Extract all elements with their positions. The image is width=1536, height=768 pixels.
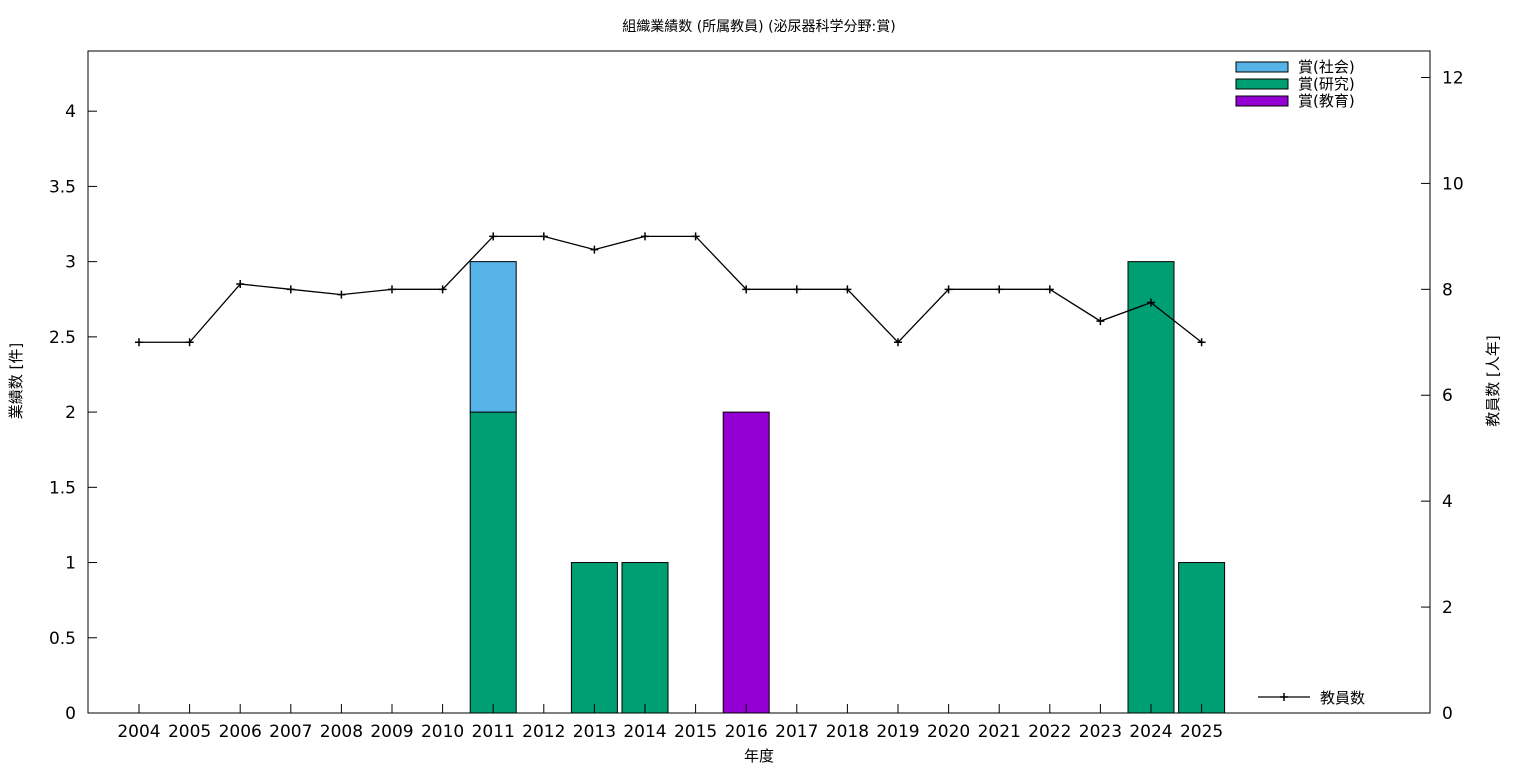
bar-2016-series-2	[722, 411, 770, 714]
line-point-2019	[894, 338, 902, 347]
line-point-2013	[590, 245, 599, 254]
x-tick-label-2014: 2014	[623, 722, 666, 742]
x-tick-label-2017: 2017	[775, 722, 818, 742]
x-tick-label-2013: 2013	[573, 722, 616, 742]
bar-2025-series-0	[1178, 562, 1226, 714]
line-point-2010	[438, 285, 447, 294]
plot-frame	[87, 50, 1431, 714]
line-teachers	[139, 235, 1203, 344]
y2-tick-label-4: 4	[1442, 492, 1453, 512]
y-tick-label-3.5: 3.5	[49, 177, 76, 197]
line-point-2005	[185, 338, 194, 347]
y2-tick-label-10: 10	[1442, 174, 1464, 194]
x-tick-label-2021: 2021	[978, 722, 1021, 742]
y2-tick-label-6: 6	[1442, 386, 1453, 406]
x-tick-label-2011: 2011	[472, 722, 515, 742]
line-point-2014	[641, 232, 649, 241]
legend-line-marker	[1280, 693, 1288, 701]
y-tick-label-3: 3	[65, 253, 76, 273]
line-point-2017	[792, 285, 801, 294]
line-point-2020	[944, 285, 953, 294]
chart-title: 組織業績数 (所属教員) (泌尿器科学分野:賞)	[622, 19, 895, 35]
y2-tick-label-12: 12	[1442, 68, 1464, 88]
y-tick-label-4: 4	[65, 102, 76, 122]
line-point-2021	[995, 285, 1004, 294]
x-tick-label-2009: 2009	[370, 722, 413, 742]
x-tick-label-2024: 2024	[1129, 722, 1172, 742]
y-tick-label-1: 1	[65, 554, 76, 574]
x-tick-label-2023: 2023	[1079, 722, 1122, 742]
x-tick-label-2006: 2006	[219, 722, 262, 742]
x-tick-label-2007: 2007	[269, 722, 312, 742]
line-point-2006	[236, 280, 245, 289]
legend: 賞(社会)賞(研究)賞(教育) 教員数	[1235, 58, 1365, 707]
y-tick-label-0: 0	[65, 704, 76, 724]
legend-swatch-1	[1235, 78, 1289, 90]
bar-2024-series-0	[1127, 261, 1175, 714]
x-tick-label-2020: 2020	[927, 722, 970, 742]
y-tick-label-1.5: 1.5	[49, 478, 76, 498]
y2-axis-label: 教員数 [人年]	[1484, 335, 1502, 426]
x-tick-label-2018: 2018	[826, 722, 869, 742]
legend-label-1: 賞(研究)	[1298, 75, 1355, 93]
line-point-2009	[388, 285, 396, 294]
x-tick-label-2016: 2016	[725, 722, 768, 742]
x-tick-label-2022: 2022	[1028, 722, 1071, 742]
y-tick-label-2.5: 2.5	[49, 328, 76, 348]
x-tick-label-2025: 2025	[1180, 722, 1223, 742]
line-point-2024	[1147, 298, 1155, 307]
y2-tick-label-8: 8	[1442, 280, 1453, 300]
bar-2013-series-0	[570, 562, 618, 714]
legend-swatch-0	[1235, 61, 1289, 73]
y-tick-label-2: 2	[65, 403, 76, 423]
legend-line-label: 教員数	[1320, 689, 1365, 707]
bars-layer	[469, 261, 1226, 714]
x-tick-label-2015: 2015	[674, 722, 717, 742]
line-point-2012	[539, 232, 548, 241]
line-point-2016	[742, 285, 751, 294]
line-point-2023	[1096, 317, 1105, 326]
line-point-2015	[691, 232, 700, 241]
bar-2011-series-1	[469, 261, 517, 413]
axes-layer: 0 0.5 1 1.5 2 2.5 3 3.5 4 0 2 4 6 8 10 12 2004 2005 2006 20…	[49, 50, 1464, 742]
line-point-2018	[843, 285, 852, 294]
line-point-2004	[135, 338, 143, 347]
x-tick-label-2005: 2005	[168, 722, 211, 742]
x-tick-label-2004: 2004	[117, 722, 160, 742]
line-point-2008	[337, 290, 346, 299]
bar-2014-series-0	[621, 562, 669, 714]
x-tick-label-2008: 2008	[320, 722, 363, 742]
x-tick-label-2012: 2012	[522, 722, 565, 742]
line-point-2011	[489, 232, 498, 241]
bar-2011-series-0	[469, 411, 517, 714]
legend-swatch-2	[1235, 95, 1289, 107]
y2-tick-label-0: 0	[1442, 704, 1453, 724]
legend-label-2: 賞(教育)	[1298, 92, 1355, 110]
y2-tick-label-2: 2	[1442, 598, 1453, 618]
legend-label-0: 賞(社会)	[1298, 58, 1355, 76]
y-tick-label-0.5: 0.5	[49, 629, 76, 649]
line-layer	[135, 232, 1206, 347]
x-tick-label-2019: 2019	[876, 722, 919, 742]
line-point-2022	[1045, 285, 1054, 294]
line-point-2007	[286, 285, 295, 294]
x-tick-label-2010: 2010	[421, 722, 464, 742]
line-point-2025	[1197, 338, 1206, 347]
y-axis-label: 業績数 [件]	[7, 343, 25, 419]
x-axis-label: 年度	[744, 747, 774, 765]
